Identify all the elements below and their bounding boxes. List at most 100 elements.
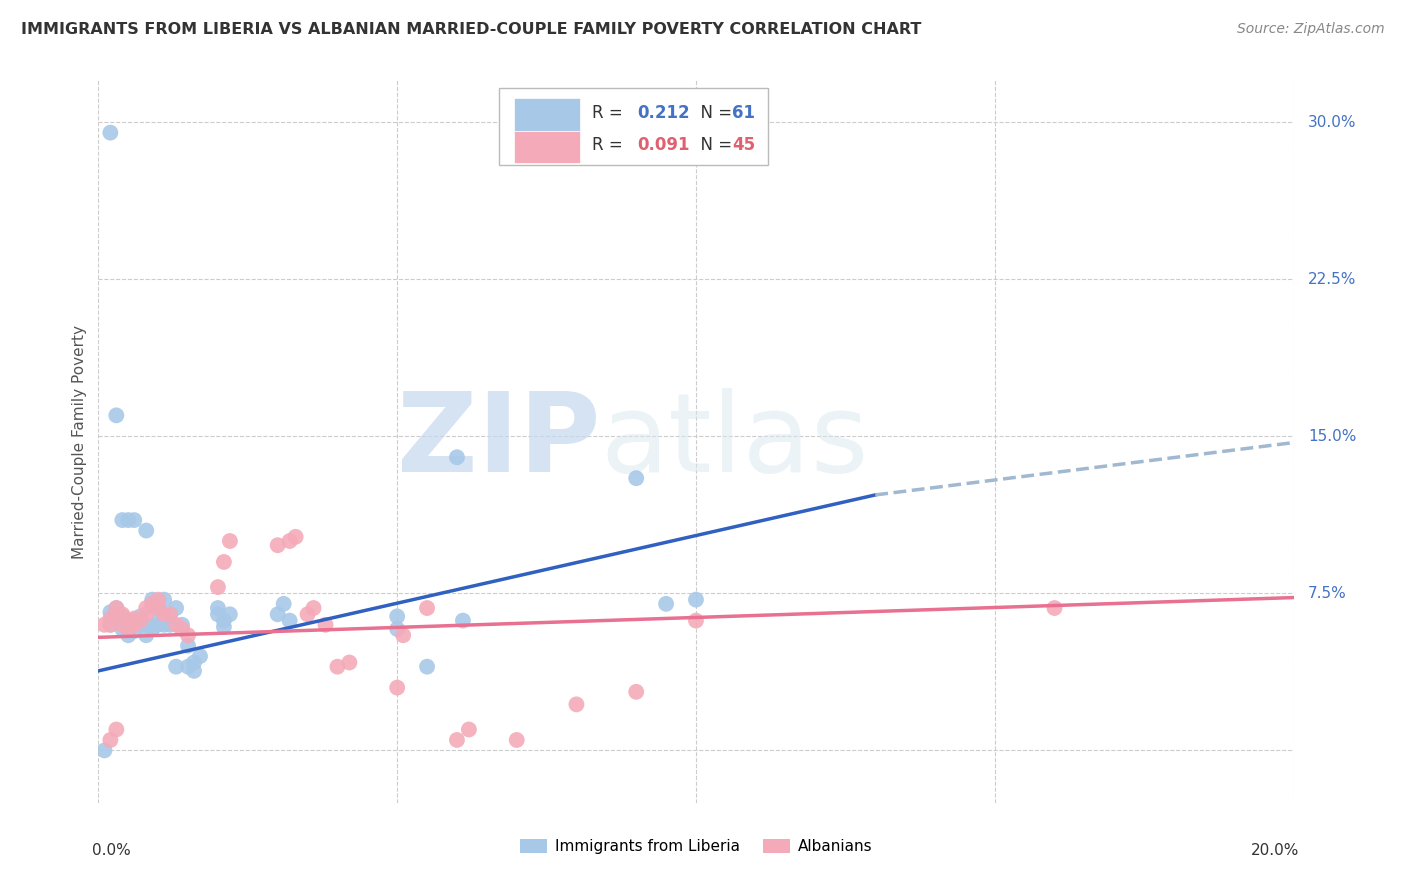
Point: [385, 609, 409, 624]
Point: [458, 723, 481, 737]
Point: [148, 614, 170, 628]
Point: [212, 555, 235, 569]
Point: [98, 611, 122, 625]
Point: [129, 609, 152, 624]
Point: [446, 733, 468, 747]
Point: [153, 617, 176, 632]
Point: [385, 681, 409, 695]
Point: [98, 617, 122, 632]
Point: [207, 601, 229, 615]
Point: [267, 607, 290, 622]
Text: 0.212: 0.212: [637, 103, 690, 122]
Point: [153, 611, 176, 625]
Point: [446, 450, 468, 465]
Point: [124, 617, 146, 632]
Point: [135, 617, 157, 632]
Point: [129, 614, 152, 628]
Point: [207, 580, 229, 594]
Text: atlas: atlas: [600, 388, 869, 495]
Text: 45: 45: [733, 136, 755, 154]
Point: [284, 530, 307, 544]
Point: [111, 609, 134, 624]
Point: [129, 617, 152, 632]
Text: 0.0%: 0.0%: [93, 843, 131, 857]
Point: [655, 597, 678, 611]
Point: [165, 659, 187, 673]
Text: N =: N =: [690, 136, 737, 154]
FancyBboxPatch shape: [515, 98, 581, 131]
Y-axis label: Married-Couple Family Poverty: Married-Couple Family Poverty: [72, 325, 87, 558]
Point: [135, 607, 157, 622]
Point: [626, 471, 648, 485]
Point: [105, 723, 128, 737]
Text: N =: N =: [690, 103, 737, 122]
Point: [172, 617, 194, 632]
Point: [212, 620, 235, 634]
Point: [135, 524, 157, 538]
Text: 61: 61: [733, 103, 755, 122]
Legend: Immigrants from Liberia, Albanians: Immigrants from Liberia, Albanians: [513, 832, 879, 860]
Point: [98, 605, 122, 619]
Point: [626, 685, 648, 699]
Point: [302, 601, 325, 615]
Text: ZIP: ZIP: [396, 388, 600, 495]
Point: [159, 607, 181, 622]
Text: 15.0%: 15.0%: [1308, 429, 1357, 444]
Point: [165, 601, 187, 615]
Point: [117, 628, 139, 642]
Point: [153, 592, 176, 607]
Point: [124, 513, 146, 527]
Point: [326, 659, 349, 673]
Point: [117, 614, 139, 628]
Point: [124, 611, 146, 625]
Point: [506, 733, 529, 747]
Point: [141, 597, 163, 611]
Point: [111, 513, 134, 527]
Point: [124, 614, 146, 628]
Point: [278, 614, 301, 628]
Point: [685, 592, 707, 607]
Text: IMMIGRANTS FROM LIBERIA VS ALBANIAN MARRIED-COUPLE FAMILY POVERTY CORRELATION CH: IMMIGRANTS FROM LIBERIA VS ALBANIAN MARR…: [21, 22, 921, 37]
Point: [159, 617, 181, 632]
Point: [117, 622, 139, 636]
Point: [105, 409, 128, 423]
Point: [105, 601, 128, 615]
Point: [315, 617, 337, 632]
Point: [148, 601, 170, 615]
Text: R =: R =: [592, 103, 628, 122]
Point: [141, 622, 163, 636]
Point: [98, 617, 122, 632]
Point: [212, 614, 235, 628]
Point: [98, 733, 122, 747]
Point: [129, 614, 152, 628]
Point: [141, 597, 163, 611]
Point: [93, 617, 115, 632]
Point: [111, 622, 134, 636]
Point: [219, 607, 242, 622]
Point: [148, 617, 170, 632]
Text: R =: R =: [592, 136, 628, 154]
Point: [148, 601, 170, 615]
Text: 0.091: 0.091: [637, 136, 690, 154]
Point: [685, 614, 707, 628]
Point: [385, 622, 409, 636]
Point: [111, 615, 134, 630]
Point: [124, 617, 146, 632]
Point: [148, 601, 170, 615]
Point: [565, 698, 588, 712]
Point: [183, 664, 205, 678]
Point: [207, 607, 229, 622]
Point: [267, 538, 290, 552]
Point: [273, 597, 295, 611]
Text: 30.0%: 30.0%: [1308, 115, 1357, 129]
Point: [105, 607, 128, 622]
Point: [416, 601, 439, 615]
Point: [183, 656, 205, 670]
Point: [416, 659, 439, 673]
Point: [98, 126, 122, 140]
Point: [451, 614, 474, 628]
Text: 22.5%: 22.5%: [1308, 272, 1357, 286]
Point: [105, 603, 128, 617]
FancyBboxPatch shape: [499, 88, 768, 165]
Point: [219, 534, 242, 549]
